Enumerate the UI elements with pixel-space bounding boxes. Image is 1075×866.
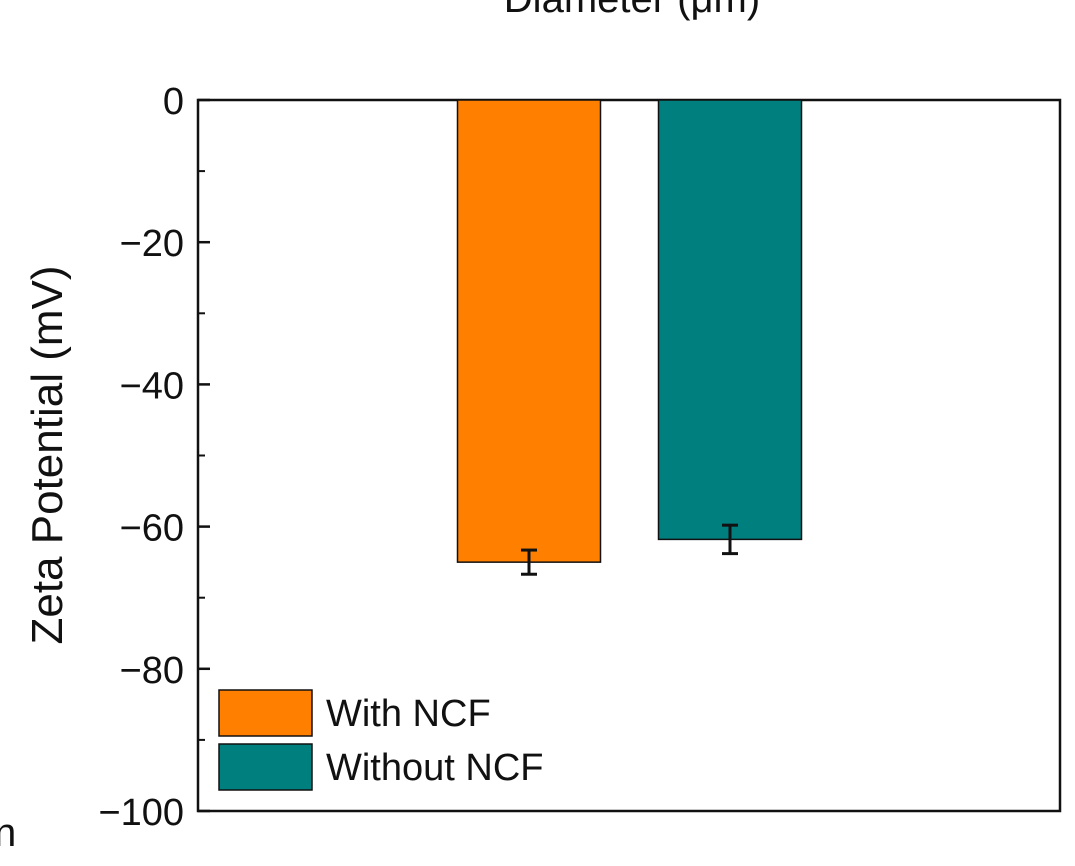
legend: With NCF Without NCF	[218, 689, 543, 791]
legend-swatch	[218, 743, 313, 791]
cropped-top-label: Diameter (μm)	[504, 0, 760, 21]
legend-label: Without NCF	[326, 747, 543, 789]
bar-without-ncf	[657, 99, 803, 541]
y-axis-label: Zeta Potential (mV)	[23, 265, 72, 644]
y-tick-label: −20	[120, 223, 184, 265]
y-axis-ticks: 0 −20 −40 −60 −80 −100	[98, 81, 210, 834]
error-bars	[521, 523, 738, 576]
bars	[456, 99, 803, 563]
y-tick-label: 0	[163, 81, 184, 123]
legend-label: With NCF	[326, 693, 491, 735]
y-tick-label: −80	[120, 650, 184, 692]
y-tick-label: −60	[120, 508, 184, 550]
bar-with-ncf	[456, 99, 602, 563]
y-tick-label: −40	[120, 365, 184, 407]
legend-swatch	[218, 689, 313, 737]
left-edge-fragment: n	[0, 811, 16, 855]
y-tick-label: −100	[98, 792, 184, 834]
